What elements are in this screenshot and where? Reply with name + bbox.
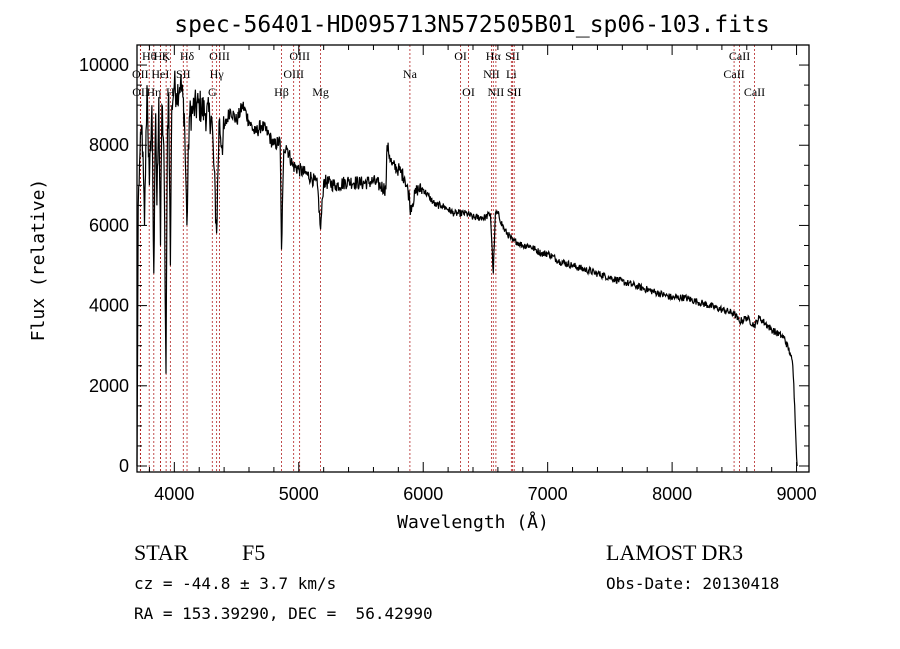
axis-ticks: 4000 5000 6000 7000 8000 9000 0 2000 4000 6000 800… bbox=[79, 45, 817, 504]
x-tick-label: 8000 bbox=[652, 484, 692, 504]
line-label: Mg bbox=[312, 85, 329, 99]
line-label: H bbox=[166, 85, 175, 99]
y-tick-label: 4000 bbox=[89, 296, 129, 316]
line-label: CaII bbox=[729, 49, 750, 63]
line-label: Na bbox=[403, 67, 418, 81]
observation-date: Obs-Date: 20130418 bbox=[606, 574, 780, 593]
line-label: Hδ bbox=[180, 49, 195, 63]
line-label: SII bbox=[176, 67, 191, 81]
line-label: OI bbox=[454, 49, 467, 63]
line-label: Li bbox=[506, 67, 517, 81]
spectrum-series-line bbox=[136, 70, 798, 467]
line-label: OI bbox=[462, 85, 475, 99]
line-label: G bbox=[208, 85, 217, 99]
x-tick-label: 4000 bbox=[154, 484, 194, 504]
line-label: SII bbox=[507, 85, 522, 99]
y-tick-label: 0 bbox=[119, 456, 129, 476]
line-label: Hη bbox=[146, 85, 161, 99]
line-label: Hθ bbox=[142, 49, 157, 63]
chart-title: spec-56401-HD095713N572505B01_sp06-103.f… bbox=[174, 12, 769, 38]
line-label: NII bbox=[488, 85, 505, 99]
x-tick-label: 6000 bbox=[403, 484, 443, 504]
x-tick-label: 9000 bbox=[777, 484, 817, 504]
line-label: HeI bbox=[151, 67, 169, 81]
y-tick-label: 6000 bbox=[89, 215, 129, 235]
y-tick-label: 8000 bbox=[89, 135, 129, 155]
redshift-value: cz = -44.8 ± 3.7 km/s bbox=[134, 574, 337, 593]
x-tick-label: 5000 bbox=[279, 484, 319, 504]
x-tick-label: 7000 bbox=[528, 484, 568, 504]
line-label: Hζ bbox=[154, 49, 168, 63]
line-label: CaII bbox=[744, 85, 765, 99]
line-label: NII bbox=[483, 67, 500, 81]
line-label: Hγ bbox=[210, 67, 225, 81]
line-label: OIII bbox=[283, 67, 304, 81]
coordinates: RA = 153.39290, DEC = 56.42990 bbox=[134, 604, 433, 623]
line-label: CaII bbox=[723, 67, 744, 81]
line-label: OIII bbox=[209, 49, 230, 63]
line-label: SII bbox=[505, 49, 520, 63]
line-label: K bbox=[162, 49, 171, 63]
plot-frame bbox=[136, 44, 810, 473]
spectrum-chart: spec-56401-HD095713N572505B01_sp06-103.f… bbox=[28, 12, 817, 533]
survey-name: LAMOST DR3 bbox=[606, 540, 744, 565]
object-subclass: F5 bbox=[242, 540, 266, 565]
x-axis-label: Wavelength (Å) bbox=[397, 511, 549, 533]
object-class: STAR bbox=[134, 540, 189, 565]
y-tick-label: 10000 bbox=[79, 55, 129, 75]
line-label: OIII bbox=[289, 49, 310, 63]
line-label: Hβ bbox=[274, 85, 289, 99]
y-axis-label: Flux (relative) bbox=[28, 179, 49, 342]
y-tick-label: 2000 bbox=[89, 376, 129, 396]
line-label: Hα bbox=[486, 49, 502, 63]
